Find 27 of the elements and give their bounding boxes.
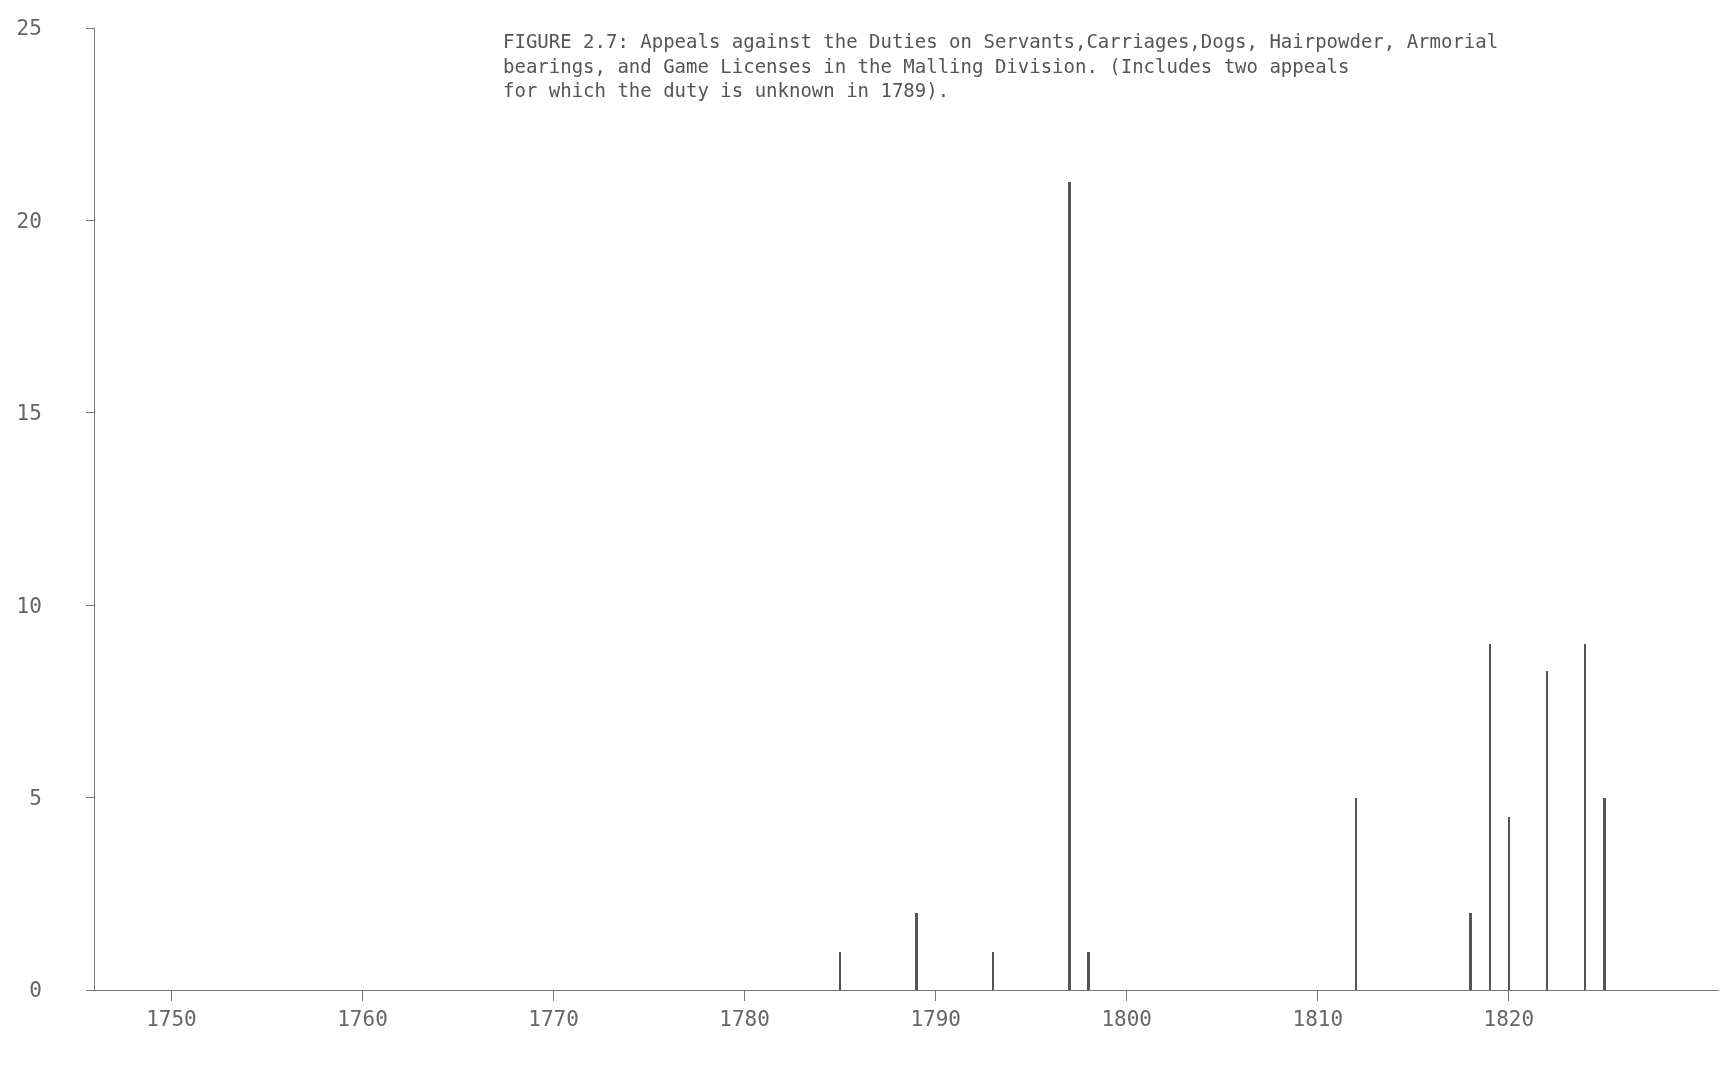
- bar: [1489, 644, 1491, 990]
- bar: [1508, 817, 1510, 990]
- bar: [1546, 671, 1548, 990]
- y-tick-label: 10: [16, 593, 42, 618]
- bar: [915, 913, 918, 990]
- bar: [992, 952, 994, 990]
- x-tick-label: 1790: [910, 1007, 961, 1032]
- y-tick-label: 15: [16, 401, 42, 426]
- x-tick-label: 1760: [337, 1007, 388, 1032]
- bar: [1068, 182, 1071, 990]
- text: FIGURE 2.7: Appeals against the Duties on Servants,Carriages,Dogs, Hairpowder, Armorial bearings, and Game Licenses in the Malling Division. (Includes two appeals for which the duty is unknown in 1789).: [503, 30, 1499, 102]
- x-tick-label: 1800: [1101, 1007, 1153, 1032]
- bar: [839, 952, 841, 990]
- bar: [1603, 798, 1606, 990]
- y-tick-label: 0: [29, 978, 42, 1003]
- x-tick-label: 1750: [146, 1007, 197, 1032]
- bar: [1087, 952, 1090, 990]
- bar: [1355, 798, 1357, 990]
- x-tick-label: 1770: [528, 1007, 579, 1032]
- y-tick-label: 5: [29, 785, 42, 810]
- x-tick-label: 1810: [1292, 1007, 1344, 1032]
- x-tick-label: 1820: [1483, 1007, 1535, 1032]
- bar: [1584, 644, 1586, 990]
- bar: [1469, 913, 1472, 990]
- y-tick-label: 20: [16, 208, 42, 233]
- x-tick-label: 1780: [719, 1007, 770, 1032]
- y-tick-label: 25: [16, 16, 42, 41]
